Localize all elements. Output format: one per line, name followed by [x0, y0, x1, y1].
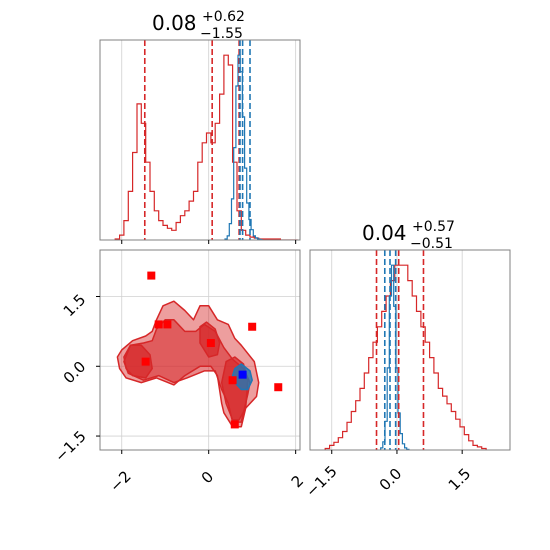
scatter-x-tick-label: 0	[198, 468, 217, 487]
right-title-sub: −0.51	[410, 236, 453, 252]
panel-border	[309, 249, 511, 451]
right-title-main: 0.04	[362, 221, 407, 245]
right-panel-title: 0.04 +0.57 −0.51	[362, 219, 455, 252]
right-x-tick-labels: −1.5 0.0 1.5	[302, 462, 474, 500]
scatter-y-tick-label: 1.5	[60, 291, 90, 321]
histogram-series-line	[324, 264, 487, 450]
top-title-sup: +0.62	[202, 9, 245, 25]
red-square-marker	[230, 420, 239, 429]
scatter-contour-panel	[96, 249, 301, 454]
red-square-marker	[141, 357, 150, 366]
blue-square-marker	[238, 370, 247, 379]
right-x-tick-label: −1.5	[302, 462, 340, 500]
histogram-series-group	[114, 40, 298, 240]
red-square-marker	[228, 376, 237, 385]
top-title-sub: −1.55	[200, 26, 243, 42]
histogram-series-group	[324, 250, 487, 450]
red-square-marker	[154, 320, 163, 329]
right-histogram-panel	[309, 249, 511, 454]
top-histogram-panel	[99, 39, 301, 244]
scatter-x-tick-label: −2	[106, 467, 134, 495]
panel-background	[100, 40, 300, 240]
red-square-marker	[147, 271, 156, 280]
panel-background	[310, 250, 510, 450]
scatter-x-tick-labels: −2 0 2	[106, 467, 307, 495]
red-square-marker	[163, 320, 172, 329]
top-panel-title: 0.08 +0.62 −1.55	[152, 9, 245, 42]
histogram-series-line	[224, 54, 263, 240]
red-square-marker	[274, 383, 283, 392]
scatter-y-tick-label: −1.5	[51, 427, 89, 465]
panel-border	[99, 39, 301, 241]
right-x-tick-label: 1.5	[445, 465, 475, 495]
scatter-y-tick-label: 0.0	[60, 358, 90, 388]
histogram-series-line	[114, 54, 298, 240]
right-x-tick-label: 0.0	[376, 465, 406, 495]
panel-border	[99, 249, 301, 451]
contour-inner-a	[123, 344, 153, 379]
right-title-sup: +0.57	[412, 219, 455, 235]
top-title-main: 0.08	[152, 11, 197, 35]
scatter-y-tick-labels: 1.5 0.0 −1.5	[51, 291, 89, 466]
red-square-marker	[248, 322, 257, 331]
red-square-marker	[206, 339, 215, 348]
